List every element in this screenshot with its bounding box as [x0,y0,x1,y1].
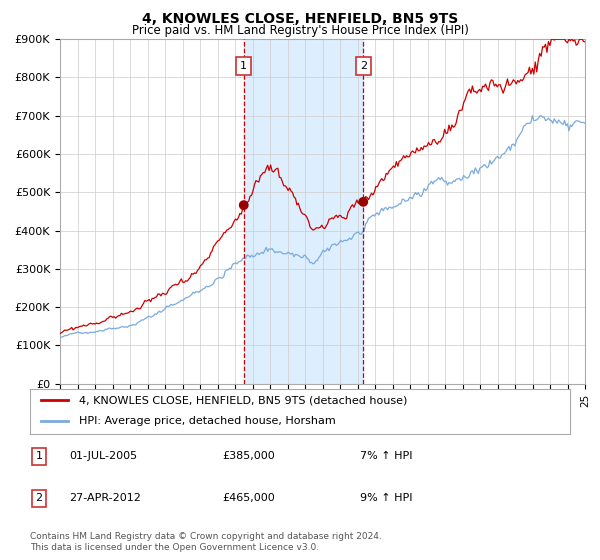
Text: 2: 2 [360,61,367,71]
Text: 7% ↑ HPI: 7% ↑ HPI [360,451,413,461]
Text: 4, KNOWLES CLOSE, HENFIELD, BN5 9TS (detached house): 4, KNOWLES CLOSE, HENFIELD, BN5 9TS (det… [79,395,407,405]
Text: 4, KNOWLES CLOSE, HENFIELD, BN5 9TS: 4, KNOWLES CLOSE, HENFIELD, BN5 9TS [142,12,458,26]
Text: 27-APR-2012: 27-APR-2012 [69,493,141,503]
Text: 01-JUL-2005: 01-JUL-2005 [69,451,137,461]
Text: £465,000: £465,000 [222,493,275,503]
Text: 9% ↑ HPI: 9% ↑ HPI [360,493,413,503]
Text: HPI: Average price, detached house, Horsham: HPI: Average price, detached house, Hors… [79,417,335,427]
Text: Contains HM Land Registry data © Crown copyright and database right 2024.
This d: Contains HM Land Registry data © Crown c… [30,532,382,552]
Text: 1: 1 [240,61,247,71]
Text: £385,000: £385,000 [222,451,275,461]
Text: Price paid vs. HM Land Registry's House Price Index (HPI): Price paid vs. HM Land Registry's House … [131,24,469,36]
Bar [244,39,363,384]
Text: 1: 1 [35,451,43,461]
Point [239,200,248,209]
Point [358,197,368,206]
Text: 2: 2 [35,493,43,503]
